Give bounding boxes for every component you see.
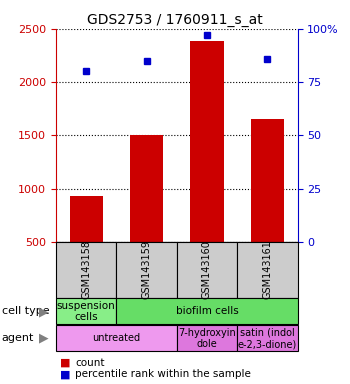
- Bar: [190, 41, 224, 242]
- Text: untreated: untreated: [92, 333, 140, 343]
- Text: ■: ■: [60, 369, 70, 379]
- Text: 7-hydroxyin
dole: 7-hydroxyin dole: [178, 328, 236, 349]
- Text: percentile rank within the sample: percentile rank within the sample: [75, 369, 251, 379]
- Text: ■: ■: [60, 358, 70, 368]
- Text: agent: agent: [2, 333, 34, 343]
- Text: cell type: cell type: [2, 306, 49, 316]
- Text: GDS2753 / 1760911_s_at: GDS2753 / 1760911_s_at: [87, 13, 263, 27]
- Text: ▶: ▶: [39, 305, 49, 318]
- Text: ▶: ▶: [39, 332, 49, 345]
- Bar: [251, 119, 284, 242]
- Bar: [70, 196, 103, 242]
- Text: GSM143160: GSM143160: [202, 240, 212, 299]
- Text: GSM143161: GSM143161: [262, 240, 272, 299]
- Text: satin (indol
e-2,3-dione): satin (indol e-2,3-dione): [238, 328, 297, 349]
- Text: GSM143158: GSM143158: [81, 240, 91, 299]
- Bar: [130, 136, 163, 242]
- Text: biofilm cells: biofilm cells: [176, 306, 238, 316]
- Text: GSM143159: GSM143159: [141, 240, 152, 299]
- Text: suspension
cells: suspension cells: [57, 301, 116, 322]
- Text: count: count: [75, 358, 105, 368]
